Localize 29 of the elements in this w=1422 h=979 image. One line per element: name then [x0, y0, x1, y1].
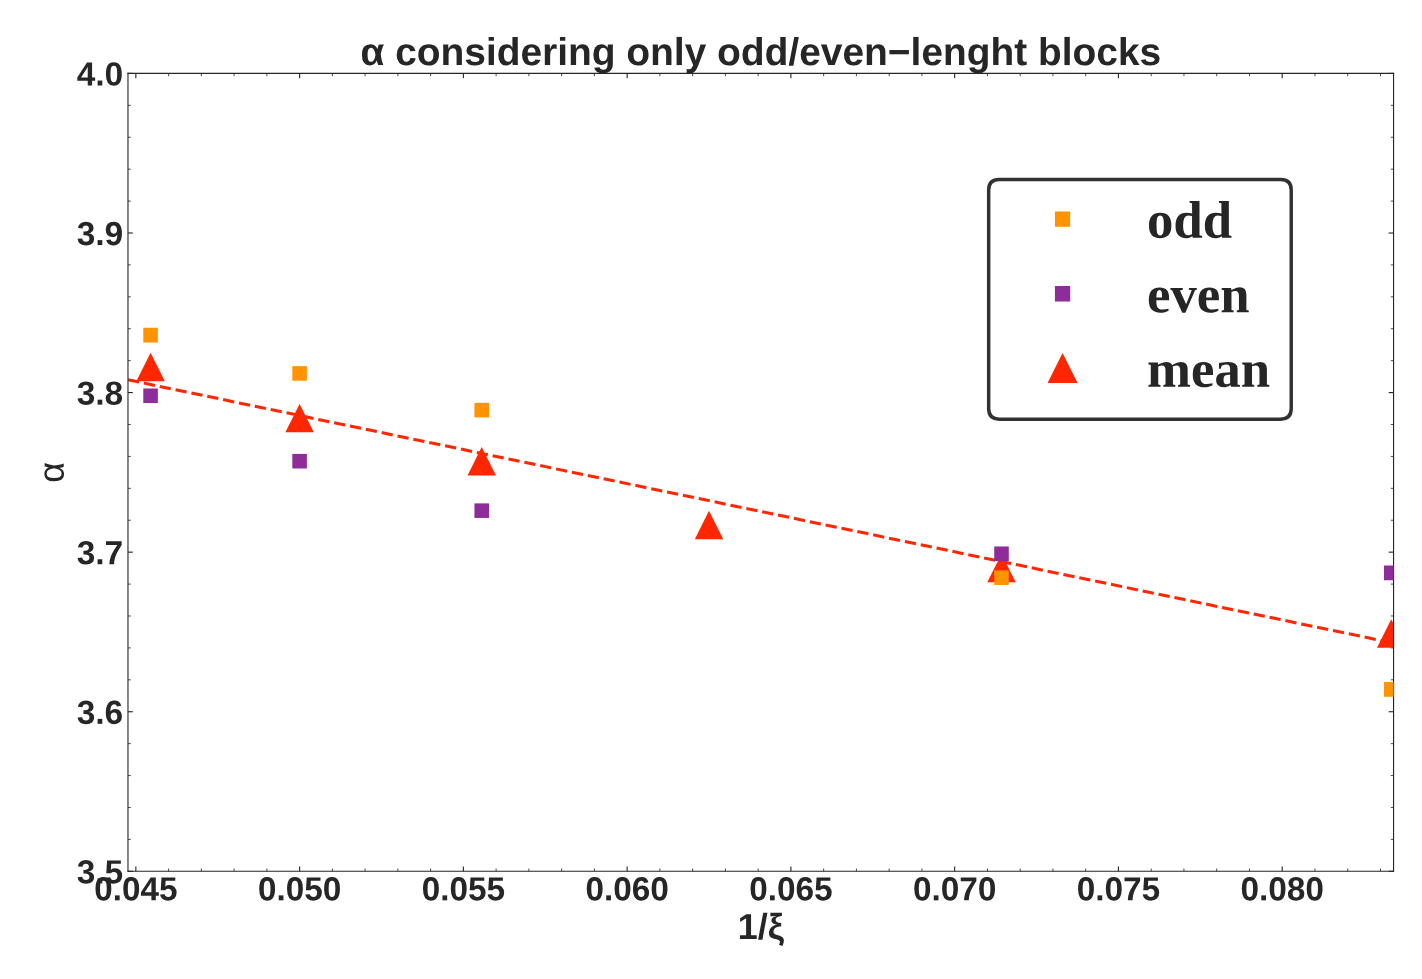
- y-axis-title: α: [44, 462, 65, 482]
- point: [694, 510, 724, 540]
- x-tick-label: 0.055: [422, 877, 505, 901]
- point: [143, 327, 158, 343]
- point: [474, 503, 489, 518]
- legend-label: even: [1148, 287, 1249, 313]
- y-tick-label: 3.6: [77, 700, 122, 725]
- point: [292, 453, 307, 469]
- x-tick-label: 0.080: [1241, 877, 1323, 901]
- point: [292, 366, 307, 381]
- legend-label: odd: [1149, 201, 1232, 239]
- point: [994, 546, 1009, 562]
- point: [467, 446, 496, 476]
- point: [285, 403, 314, 433]
- legend-label: mean: [1148, 361, 1270, 388]
- x-tick-label: 0.070: [914, 877, 996, 901]
- point: [143, 388, 158, 404]
- x-tick-label: 0.050: [259, 877, 340, 901]
- y-tick-label: 3.8: [77, 381, 123, 406]
- point: [136, 352, 165, 382]
- y-tick-label: 3.7: [77, 540, 122, 565]
- x-tick-label: 0.065: [750, 877, 832, 901]
- point: [474, 402, 489, 418]
- y-tick-label: 4.0: [77, 62, 122, 86]
- chart-title: α considering only odd/even−lenght blocks: [361, 36, 1160, 74]
- x-tick-label: 0.060: [586, 877, 668, 901]
- x-axis-title: 1/ξ: [739, 912, 784, 947]
- y-tick-label: 3.9: [77, 221, 122, 246]
- x-tick-label: 0.075: [1078, 877, 1160, 901]
